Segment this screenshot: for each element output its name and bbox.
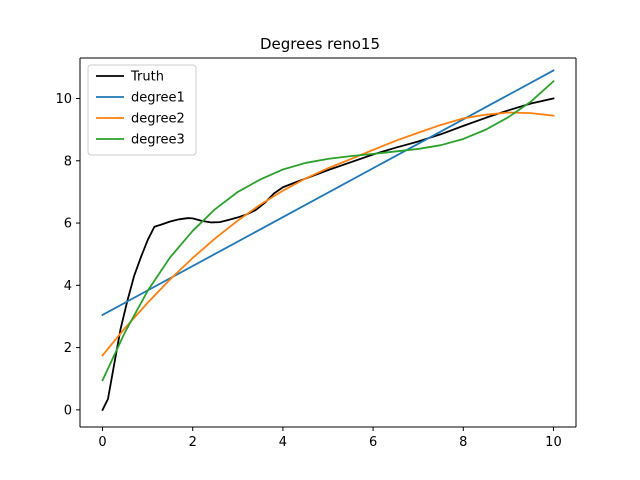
legend-label-degree2: degree2 bbox=[131, 112, 185, 127]
y-tick-label: 0 bbox=[64, 403, 72, 418]
x-tick-label: 8 bbox=[459, 435, 467, 450]
series-line-degree2 bbox=[101, 111, 555, 357]
y-tick-label: 8 bbox=[64, 154, 72, 169]
y-tick-label: 6 bbox=[64, 217, 72, 232]
chart-title: Degrees reno15 bbox=[260, 35, 380, 53]
series-layer bbox=[101, 69, 555, 412]
x-tick-label: 2 bbox=[189, 435, 197, 450]
y-tick-label: 10 bbox=[55, 92, 72, 107]
axes-layer: 0 2 4 6 8 10 0 2 4 6 8 10 bbox=[55, 57, 577, 450]
y-tick-label: 4 bbox=[64, 279, 72, 294]
series-line-degree3 bbox=[101, 80, 555, 382]
x-tick-label: 10 bbox=[545, 435, 562, 450]
y-tick-label: 2 bbox=[64, 341, 72, 356]
x-tick-label: 6 bbox=[369, 435, 377, 450]
legend-label-degree3: degree3 bbox=[131, 133, 185, 148]
legend-label-truth: Truth bbox=[130, 70, 164, 85]
x-tick-label: 0 bbox=[98, 435, 106, 450]
legend-label-degree1: degree1 bbox=[131, 91, 185, 106]
legend-box bbox=[87, 64, 197, 156]
series-line-truth bbox=[101, 97, 555, 412]
series-line-degree1 bbox=[101, 69, 555, 317]
x-tick-label: 4 bbox=[279, 435, 287, 450]
legend: Truth degree1 degree2 degree3 bbox=[87, 64, 197, 156]
